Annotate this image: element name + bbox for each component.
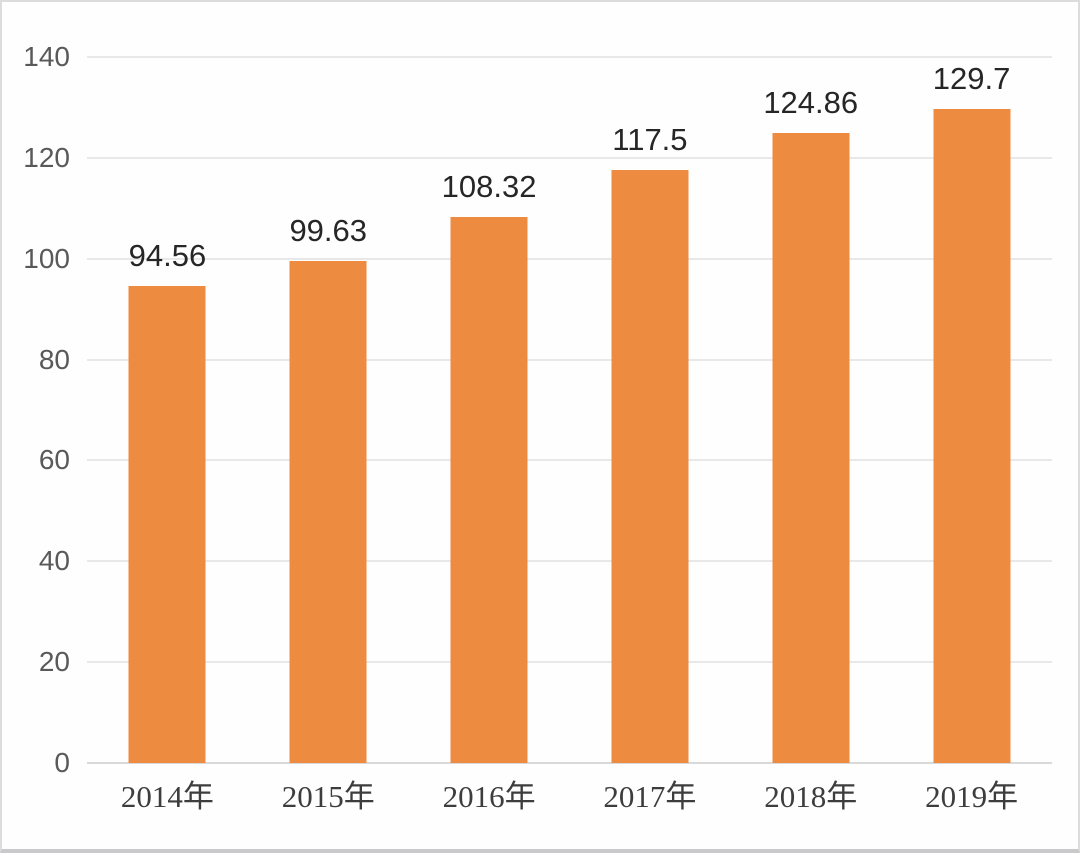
bar-value-label: 108.32: [441, 168, 537, 204]
bar: [450, 216, 528, 763]
bar-group: 124.86: [730, 57, 891, 763]
gridline: [87, 459, 1052, 462]
bar-value-label: 129.7: [932, 60, 1011, 96]
bar-group: 99.63: [248, 57, 409, 763]
y-axis-tick-label: 60: [38, 444, 70, 476]
x-axis-tick-label: 2019年: [925, 779, 1019, 814]
bar-value-label: 117.5: [612, 122, 688, 158]
bar-value-label: 99.63: [289, 212, 368, 248]
y-axis-tick-label: 120: [23, 141, 70, 173]
y-axis-tick-label: 20: [38, 646, 70, 678]
x-axis-line: [87, 762, 1052, 764]
bar-group: 117.5: [570, 57, 731, 763]
bar: [772, 133, 850, 763]
gridline: [87, 257, 1052, 260]
y-axis-tick-label: 100: [23, 242, 70, 274]
x-axis: 2014年 2015年 2016年 2017年 2018年 2019年: [87, 775, 1052, 819]
bar-group: 129.7: [891, 57, 1052, 763]
x-axis-tick-label: 2018年: [764, 779, 858, 814]
x-axis-tick-label: 2014年: [120, 779, 214, 814]
x-axis-tick-label: 2015年: [281, 779, 375, 814]
gridline: [87, 661, 1052, 664]
y-axis-tick-label: 80: [38, 343, 70, 375]
gridline: [87, 56, 1052, 58]
x-axis-tick-label: 2017年: [603, 779, 697, 814]
bar: [933, 108, 1011, 763]
gridline: [87, 358, 1052, 361]
y-axis-tick-label: 40: [38, 545, 70, 577]
bar-value-label: 94.56: [128, 238, 207, 274]
gridline: [87, 156, 1052, 159]
x-axis-tick-label: 2016年: [442, 779, 536, 814]
bar: [289, 260, 367, 763]
plot-area: 94.56 99.63 108.32 117.5 124.86 129.7: [87, 56, 1052, 764]
bar-group: 94.56: [87, 57, 248, 763]
y-axis-tick-label: 140: [23, 41, 70, 72]
bar: [611, 170, 689, 763]
y-axis-tick-label: 0: [54, 747, 70, 778]
bar-group: 108.32: [409, 57, 570, 763]
gridline: [87, 560, 1052, 563]
bar: [128, 286, 206, 763]
y-axis: 0 20 40 60 80 100 120 140: [2, 2, 70, 855]
bar-value-label: 124.86: [763, 85, 859, 121]
